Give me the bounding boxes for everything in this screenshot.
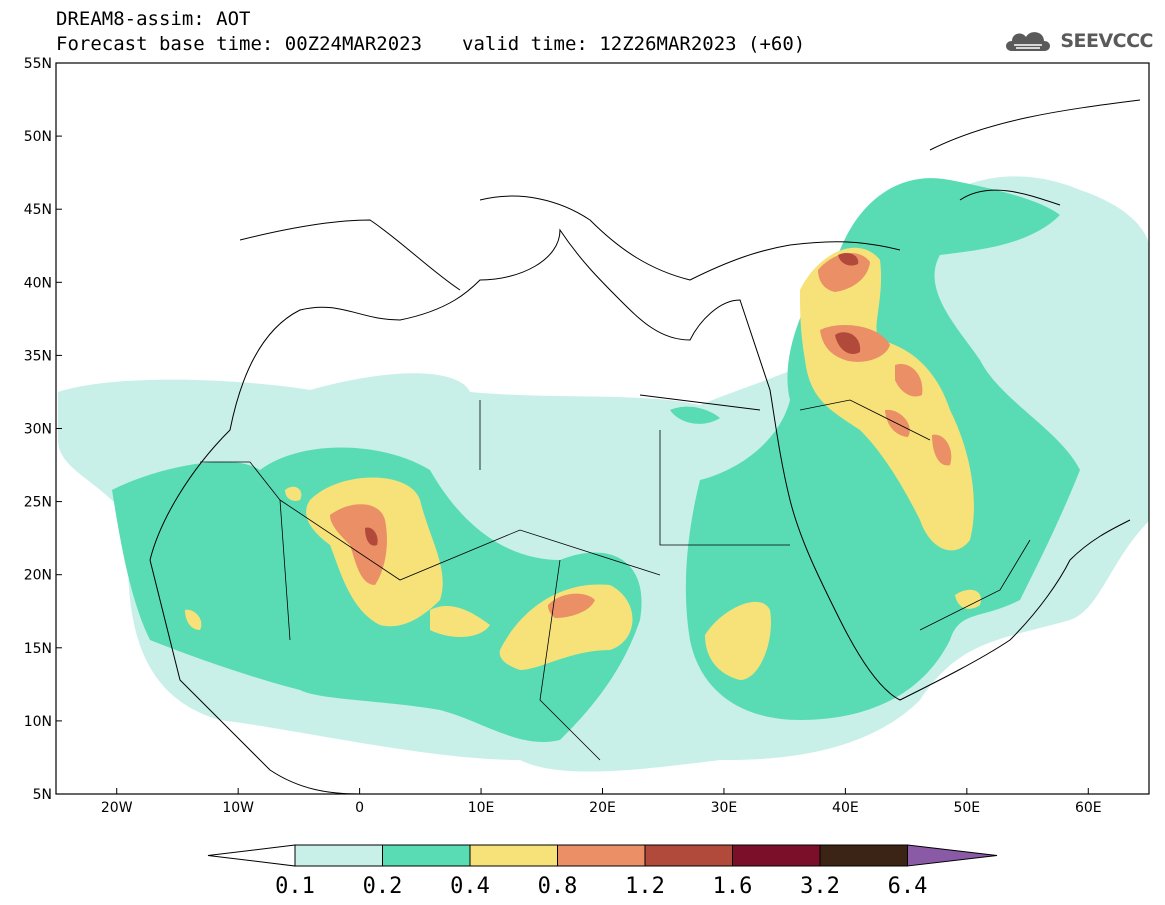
logo-text: SEEVCCC [1060,30,1153,52]
lat-axis: 5N 10N 15N 20N 25N 30N 35N 40N 45N 50N 55N [24,56,62,803]
colorbar-label: 6.4 [888,874,928,899]
lat-tick-label: 25N [24,495,52,511]
colorbar-over-arrow [907,844,998,867]
colorbar-label: 3.2 [800,874,840,899]
cloud-icon [1006,32,1051,51]
lat-tick-label: 55N [24,56,52,72]
lat-tick-label: 30N [24,422,52,438]
lon-tick-label: 0 [355,800,364,816]
lon-tick-label: 30E [711,800,738,816]
lat-tick-label: 40N [24,275,52,291]
coastlines [149,99,1141,794]
colorbar-label: 0.2 [363,874,403,899]
colorbar-label: 0.4 [450,874,490,899]
valid-time: valid time: 12Z26MAR2023 (+60) [462,33,806,55]
colorbar: 0.1 0.2 0.4 0.8 1.2 1.6 3.2 6.4 [207,844,998,899]
lat-tick-label: 50N [24,129,52,145]
borders [200,399,1031,761]
colorbar-swatch [819,844,908,867]
lon-tick-label: 10E [468,800,495,816]
lat-tick-label: 45N [24,202,52,218]
lon-tick-label: 50E [953,800,980,816]
map-title: DREAM8-assim: AOT [56,8,251,30]
lon-tick-label: 20E [589,800,616,816]
colorbar-swatch [557,844,646,867]
aot-field [58,176,1149,772]
colorbar-label: 1.6 [713,874,753,899]
seevccc-logo: SEEVCCC [1002,26,1153,56]
lon-tick-label: 20W [101,800,133,816]
colorbar-label: 0.8 [538,874,578,899]
lon-tick-label: 60E [1075,800,1102,816]
lat-tick-label: 35N [24,348,52,364]
colorbar-swatch [382,844,471,867]
colorbar-label: 1.2 [625,874,665,899]
lat-tick-label: 15N [24,641,52,657]
lon-axis: 20W 10W 0 10E 20E 30E 40E 50E 60E [101,788,1102,816]
lat-tick-label: 5N [33,787,52,803]
colorbar-swatch [644,844,733,867]
colorbar-swatch [294,844,383,867]
aot-level-1.2 [365,253,861,546]
lat-tick-label: 20N [24,568,52,584]
colorbar-under-arrow [207,844,296,867]
colorbar-swatch [469,844,558,867]
lon-tick-label: 10W [222,800,254,816]
colorbar-swatch [732,844,821,867]
lat-tick-label: 10N [24,714,52,730]
lon-tick-label: 40E [832,800,859,816]
time-info: Forecast base time: 00Z24MAR2023 valid ti… [56,33,805,55]
colorbar-label: 0.1 [275,874,315,899]
base-time: Forecast base time: 00Z24MAR2023 [56,33,423,55]
